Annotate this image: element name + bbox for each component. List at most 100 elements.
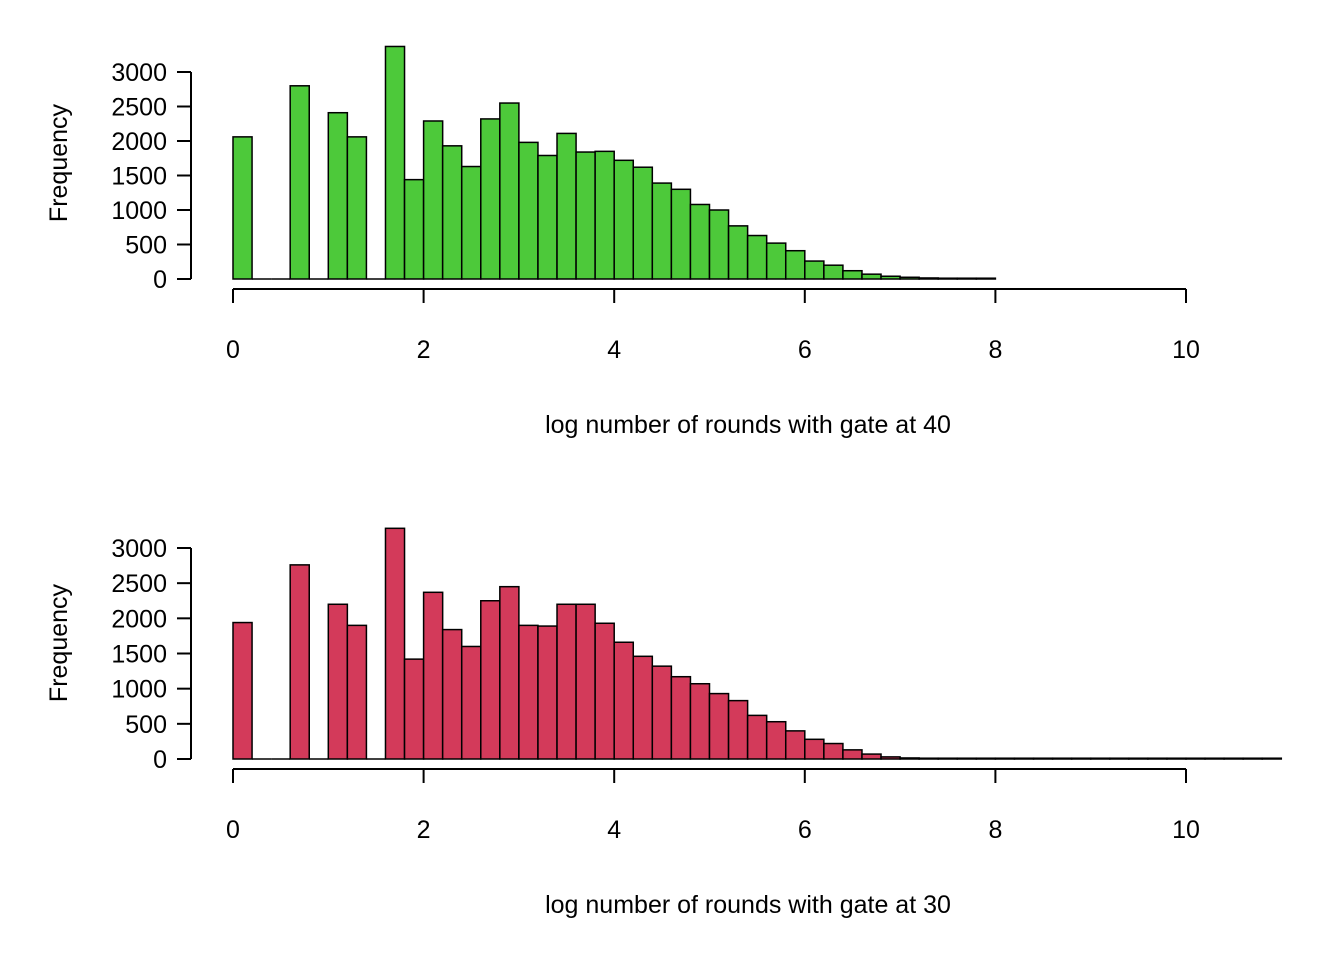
histogram-bar (1128, 757, 1149, 760)
histogram-bar (518, 141, 539, 280)
histogram-bar (765, 720, 787, 760)
histogram-bar (537, 625, 558, 760)
histogram-bar (1147, 757, 1168, 760)
histogram-bar (441, 628, 463, 760)
histogram-bar (1070, 757, 1092, 760)
histogram-bar (1242, 757, 1263, 760)
x-tick-label: 2 (417, 816, 431, 844)
histogram-bar (689, 682, 711, 760)
histogram-bar (1032, 757, 1054, 760)
histogram-bar (842, 269, 863, 280)
histogram-bar (1261, 757, 1283, 760)
histogram-bar (441, 145, 463, 280)
histogram-bar (556, 132, 577, 280)
histogram-bar (384, 527, 406, 760)
histogram-bar (327, 111, 349, 280)
histogram-bar (632, 655, 654, 760)
histogram-bar (746, 714, 768, 760)
histogram-bar (460, 165, 482, 280)
y-tick-label: 0 (153, 746, 167, 774)
histogram-bar (232, 621, 253, 760)
histogram-bar (651, 665, 673, 760)
y-tick-label: 500 (125, 232, 167, 260)
histogram-bar (823, 264, 844, 280)
x-tick-label: 4 (607, 816, 621, 844)
y-tick-label: 2000 (111, 128, 167, 156)
y-tick-label: 1000 (111, 197, 167, 225)
histogram-bar (784, 730, 806, 760)
histogram-bar (861, 273, 882, 280)
y-tick-label: 0 (153, 266, 167, 294)
histogram-bar (518, 624, 539, 760)
histogram-bar (499, 102, 520, 280)
histogram-bar (613, 641, 635, 760)
histogram-bar (880, 275, 901, 280)
histogram-bar (1166, 757, 1187, 760)
y-tick-label: 1500 (111, 641, 167, 669)
x-tick-label: 10 (1172, 336, 1200, 364)
x-tick-label: 2 (417, 336, 431, 364)
histogram-bar (804, 260, 825, 280)
histogram-bar (289, 564, 310, 760)
histogram-bar (594, 150, 615, 280)
histogram-bar (346, 136, 368, 280)
histogram-bar (708, 692, 730, 760)
y-axis-title: Frequency (45, 103, 73, 222)
y-axis-title: Frequency (45, 583, 73, 702)
histogram-bar (537, 154, 558, 280)
histogram-bar (1204, 757, 1225, 760)
x-tick-label: 6 (798, 336, 812, 364)
histogram-bar (499, 585, 520, 760)
histogram-bar (575, 151, 596, 280)
histogram-bar (727, 225, 749, 280)
y-tick-label: 1500 (111, 163, 167, 191)
histogram-bar (327, 603, 349, 760)
y-tick-label: 3000 (111, 59, 167, 87)
histogram-bar (880, 756, 901, 760)
x-tick-label: 8 (988, 816, 1002, 844)
x-tick-label: 0 (226, 816, 240, 844)
histogram-bar (346, 624, 368, 760)
histogram-bar (956, 277, 978, 280)
histogram-bar (956, 757, 978, 760)
histogram-bar (289, 85, 310, 280)
y-tick-label: 3000 (111, 535, 167, 563)
histogram-bar (575, 603, 596, 760)
histogram-bar (1089, 757, 1111, 760)
histogram-bar (1109, 757, 1130, 760)
y-tick-label: 500 (125, 711, 167, 739)
histogram-bar (670, 675, 692, 760)
histogram-gate-40: 0 500 1000 1500 2000 2500 3000 0 2 4 6 8 10 log numbe… (45, 45, 1200, 439)
histogram-bar (765, 242, 787, 280)
x-tick-label: 0 (226, 336, 240, 364)
histogram-bar (842, 749, 863, 760)
histogram-bar (804, 738, 825, 760)
histogram-bar (708, 209, 730, 280)
x-axis-title: log number of rounds with gate at 40 (545, 411, 951, 439)
x-tick-label: 8 (988, 336, 1002, 364)
histogram-bar (937, 277, 959, 280)
histogram-bar (232, 136, 253, 280)
histogram-gate-30: 0 500 1000 1500 2000 2500 3000 0 2 4 6 8 10 log numbe… (45, 527, 1283, 919)
y-tick-label: 1000 (111, 676, 167, 704)
x-tick-label: 10 (1172, 816, 1200, 844)
histogram-bar (1051, 757, 1073, 760)
histogram-bar (937, 757, 959, 760)
histogram-bar (994, 757, 1016, 760)
histogram-bar (1185, 757, 1206, 760)
histogram-bar (403, 178, 425, 280)
histogram-bar (422, 591, 444, 760)
histogram-bar (727, 699, 749, 760)
histogram-bar (556, 603, 577, 760)
histogram-bar (384, 45, 406, 280)
x-tick-label: 4 (607, 336, 621, 364)
bars (232, 45, 997, 280)
histogram-bar (480, 118, 501, 280)
histogram-bar (594, 622, 615, 760)
histogram-bar (899, 757, 920, 760)
histogram-bar (746, 234, 768, 280)
histogram-bar (480, 600, 501, 760)
histogram-bar (784, 249, 806, 280)
histogram-bar (403, 658, 425, 760)
